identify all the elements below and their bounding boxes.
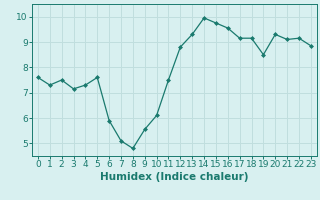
X-axis label: Humidex (Indice chaleur): Humidex (Indice chaleur)	[100, 172, 249, 182]
